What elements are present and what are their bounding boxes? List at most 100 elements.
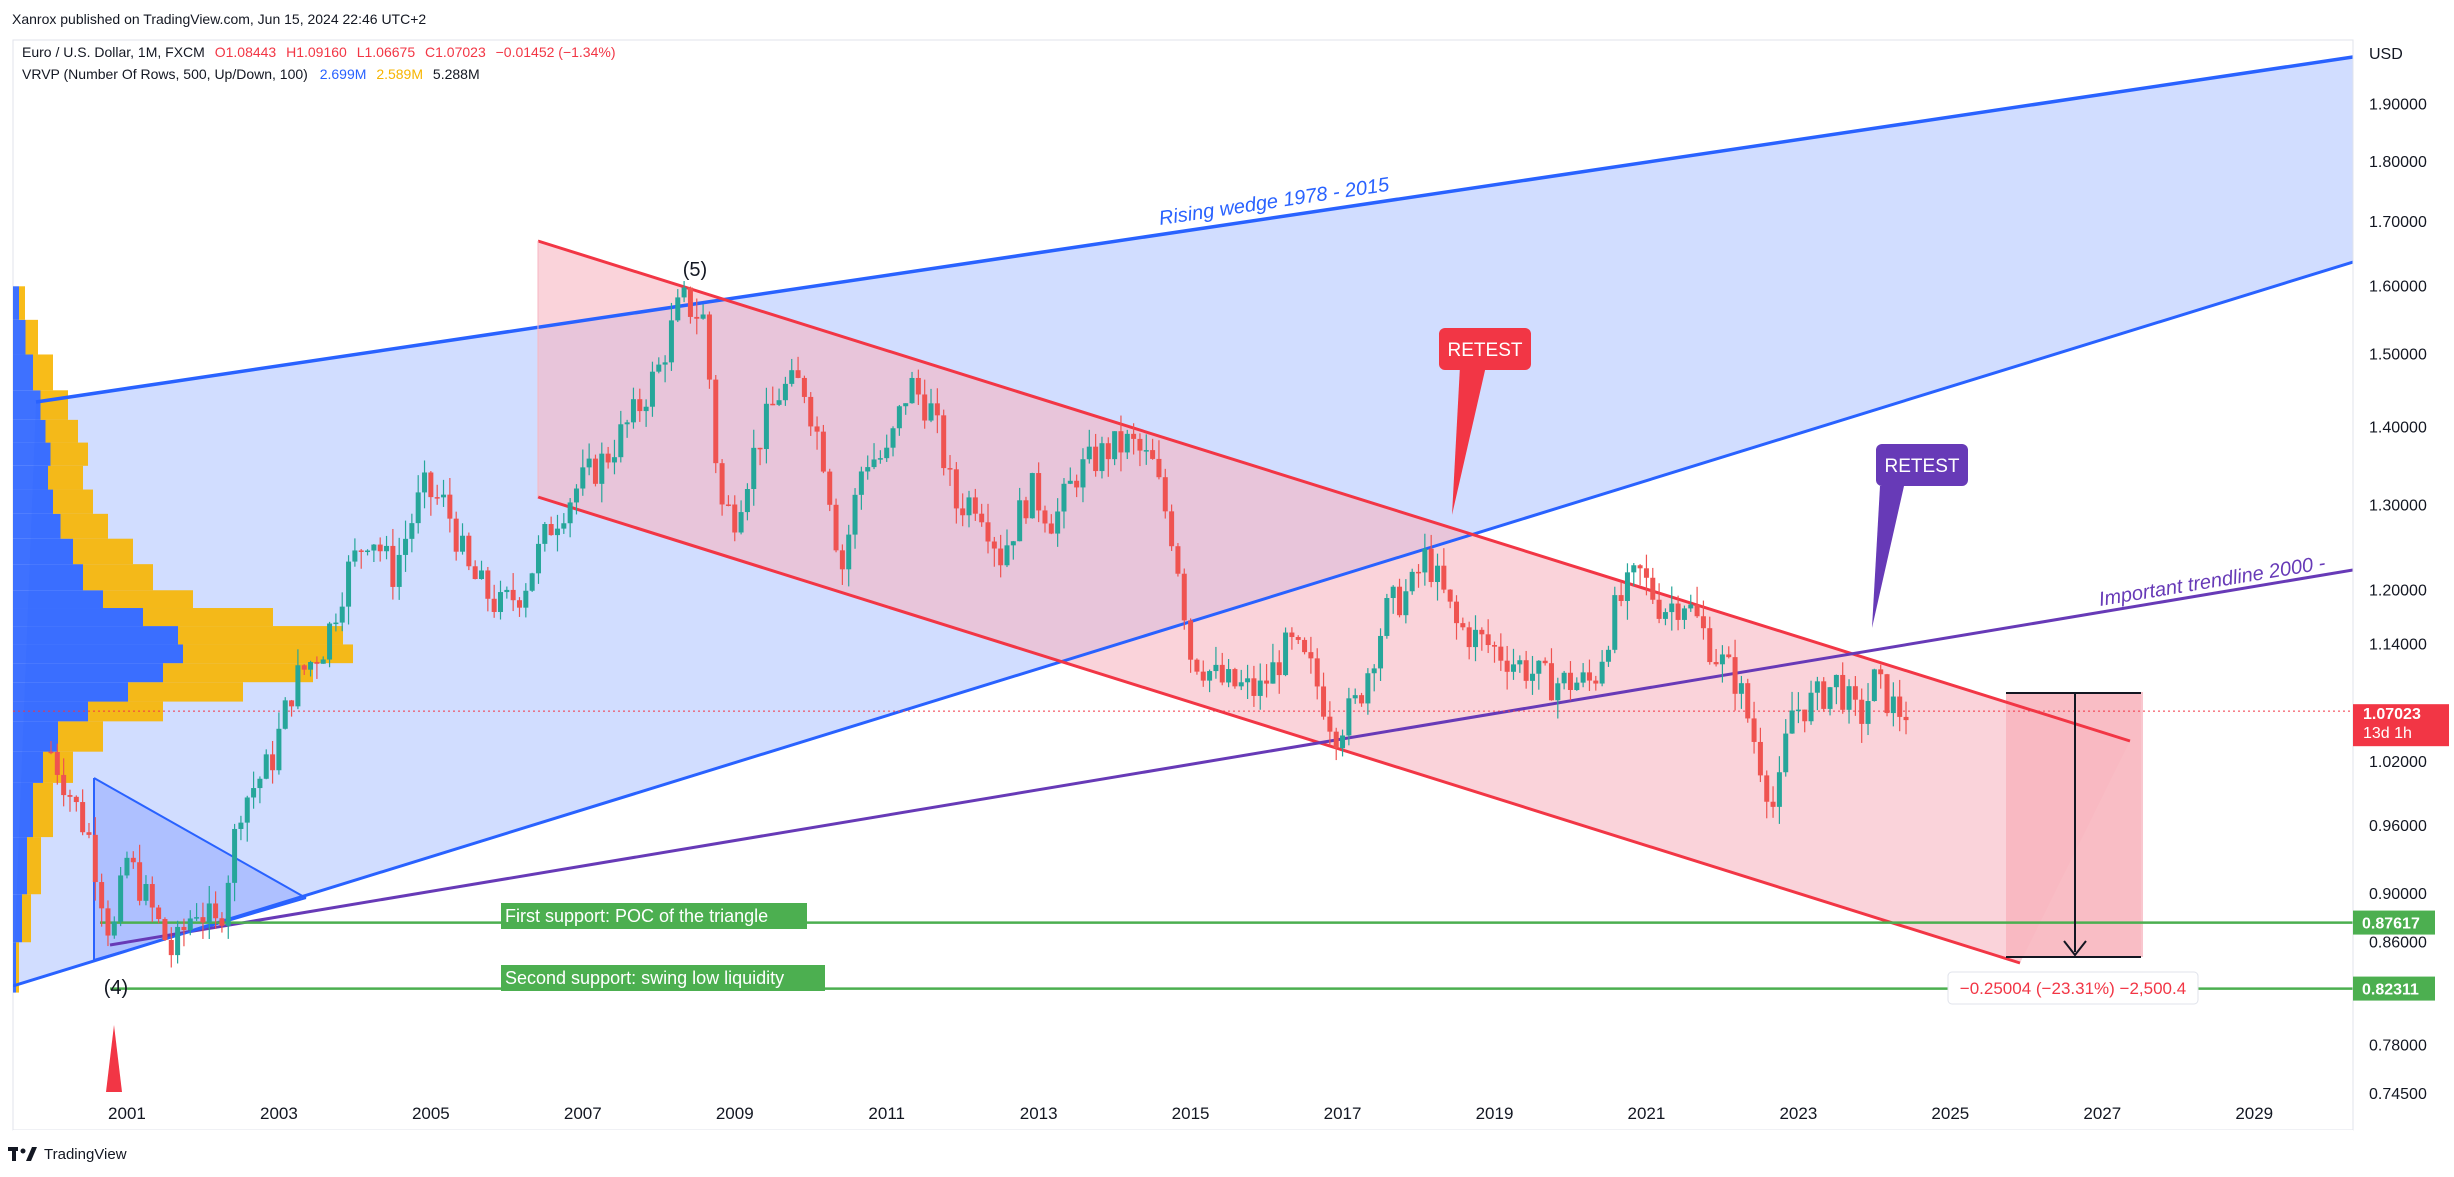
symbol-title[interactable]: Euro / U.S. Dollar, 1M, FXCM [22,44,205,60]
price-axis [2353,40,2454,1130]
candle-body [535,543,541,574]
time-tick-0: 2001 [108,1104,146,1123]
candle-body [1821,681,1827,709]
volume-bar-up [13,608,143,627]
candle-body [1491,645,1497,647]
measure-arrow-head [2063,940,2087,957]
volume-bar-up [13,894,22,943]
volume-bar-down [48,465,83,490]
candle-body [409,523,415,539]
volume-bar-up [13,513,61,539]
candle-body [466,535,472,567]
candle-body [877,458,883,460]
candle-body [1776,772,1782,807]
candle-body [656,364,662,372]
candle-body [953,469,959,509]
candle-body [1327,716,1333,732]
price-tick-8: 1.14000 [2369,636,2427,653]
volume-bar-up [13,837,27,895]
volume-bar-down [53,489,93,514]
candle-body [1194,659,1200,672]
candle-body [1422,548,1428,573]
candle-body [384,545,390,552]
candle-body [991,541,997,549]
candle-body [453,518,459,552]
candle-body [782,383,788,401]
candle-body [1757,741,1763,776]
volume-bar-up [13,286,19,320]
candle-body [1276,662,1282,676]
volume-bar-up [13,590,103,609]
candle-body [238,822,244,829]
support-1-price-tag [2353,910,2435,935]
triangle-pattern-area [94,778,306,960]
price-tick-1: 1.80000 [2369,154,2427,171]
candle-body [232,828,238,883]
candle-body [1669,603,1675,613]
candle-body [1010,541,1016,546]
measure-result-box [1947,971,2199,1005]
volume-bar-up [13,419,46,443]
candle-body [377,544,383,552]
candle-body [1105,443,1111,460]
volume-bar-up [13,644,183,664]
volume-bar-down [50,442,88,466]
time-axis-ticks: 2001 2003 2005 2007 2009 2011 2013 2015 2017 2019… [108,1104,2273,1123]
candle-body [1536,660,1542,674]
tradingview-brand-text: TradingView [44,1146,127,1163]
candle-body [257,778,263,789]
candle-body [1770,801,1776,807]
candle-body [130,857,136,863]
candle-body [1200,671,1206,681]
candle-body [542,524,548,544]
candle-body [1365,673,1371,704]
volume-bar-down [25,319,38,355]
candle-body [1852,686,1858,700]
support-1-label-box [501,903,807,929]
candle-body [1352,695,1358,699]
volume-bar-up [13,319,26,355]
candle-body [643,406,649,412]
candle-body [314,662,320,664]
candle-body [922,394,928,421]
volume-bar-down [27,837,41,895]
candle-body [1903,716,1909,721]
tradingview-brand[interactable]: TradingView [8,1146,127,1163]
candle-body [947,468,953,470]
candle-body [1270,662,1276,684]
candle-body [1542,660,1548,664]
candle-body [510,589,516,601]
volume-bar-up [13,942,16,993]
candle-body [1618,595,1624,601]
volume-bar-up [13,390,41,420]
volume-bar-down [83,564,153,591]
candle-body [523,590,529,608]
candle-body [358,550,364,552]
price-tick-0: 1.90000 [2369,97,2427,114]
candle-body [263,754,269,779]
candle-body [371,544,377,551]
candle-body [1732,657,1738,694]
candle-body [1074,480,1080,488]
candle-body [529,573,535,591]
candle-body [1510,664,1516,672]
countdown-text: 13d 1h [2363,725,2412,742]
vrvp-label[interactable]: VRVP (Number Of Rows, 500, Up/Down, 100) [22,66,308,82]
volume-bar-down [163,663,313,683]
candle-body [181,926,187,931]
candle-body [611,457,617,463]
candle-body [1567,672,1573,690]
candle-body [1340,735,1346,749]
candle-body [124,857,130,876]
price-tick-5: 1.40000 [2369,419,2427,436]
tradingview-logo-icon [8,1146,37,1161]
candle-body [200,917,206,923]
candle-body [320,659,326,664]
candle-body [61,774,67,796]
candle-body [111,921,117,936]
time-tick-4: 2009 [716,1104,754,1123]
candle-body [1213,664,1219,672]
candle-body [1390,586,1396,599]
candle-body [1308,652,1314,659]
